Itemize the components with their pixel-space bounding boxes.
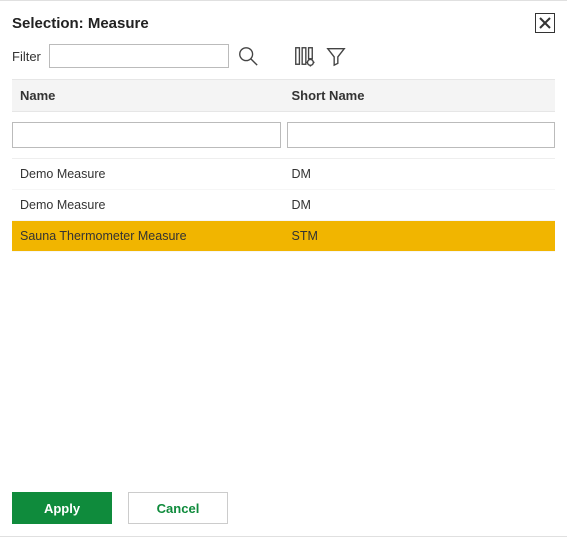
column-filter-row	[12, 112, 555, 159]
table-header-row: Name Short Name	[12, 79, 555, 112]
search-icon	[237, 45, 259, 67]
table-body: Demo Measure DM Demo Measure DM Sauna Th…	[12, 159, 555, 476]
cell-short-name: STM	[284, 221, 556, 251]
filter-bar: Filter	[12, 43, 555, 79]
cell-name: Demo Measure	[12, 159, 284, 189]
table-row[interactable]: Demo Measure DM	[12, 190, 555, 221]
cell-short-name: DM	[284, 190, 556, 220]
dialog-footer: Apply Cancel	[12, 476, 555, 524]
dialog-title: Selection: Measure	[12, 15, 149, 32]
filter-label: Filter	[12, 49, 41, 64]
column-filter-short-name[interactable]	[287, 122, 556, 148]
dialog-header: Selection: Measure	[12, 9, 555, 43]
search-button[interactable]	[235, 43, 261, 69]
close-icon	[539, 17, 551, 29]
cell-name: Demo Measure	[12, 190, 284, 220]
filter-funnel-button[interactable]	[323, 43, 349, 69]
table-row[interactable]: Demo Measure DM	[12, 159, 555, 190]
columns-settings-icon	[293, 45, 315, 67]
cell-name: Sauna Thermometer Measure	[12, 221, 284, 251]
column-header-name[interactable]: Name	[12, 80, 284, 111]
close-button[interactable]	[535, 13, 555, 33]
columns-settings-button[interactable]	[291, 43, 317, 69]
apply-button[interactable]: Apply	[12, 492, 112, 524]
cell-short-name: DM	[284, 159, 556, 189]
funnel-icon	[325, 45, 347, 67]
table-row[interactable]: Sauna Thermometer Measure STM	[12, 221, 555, 252]
selection-dialog: Selection: Measure Filter	[0, 0, 567, 537]
column-filter-name[interactable]	[12, 122, 281, 148]
filter-input[interactable]	[49, 44, 229, 68]
cancel-button[interactable]: Cancel	[128, 492, 228, 524]
column-header-short-name[interactable]: Short Name	[284, 80, 556, 111]
